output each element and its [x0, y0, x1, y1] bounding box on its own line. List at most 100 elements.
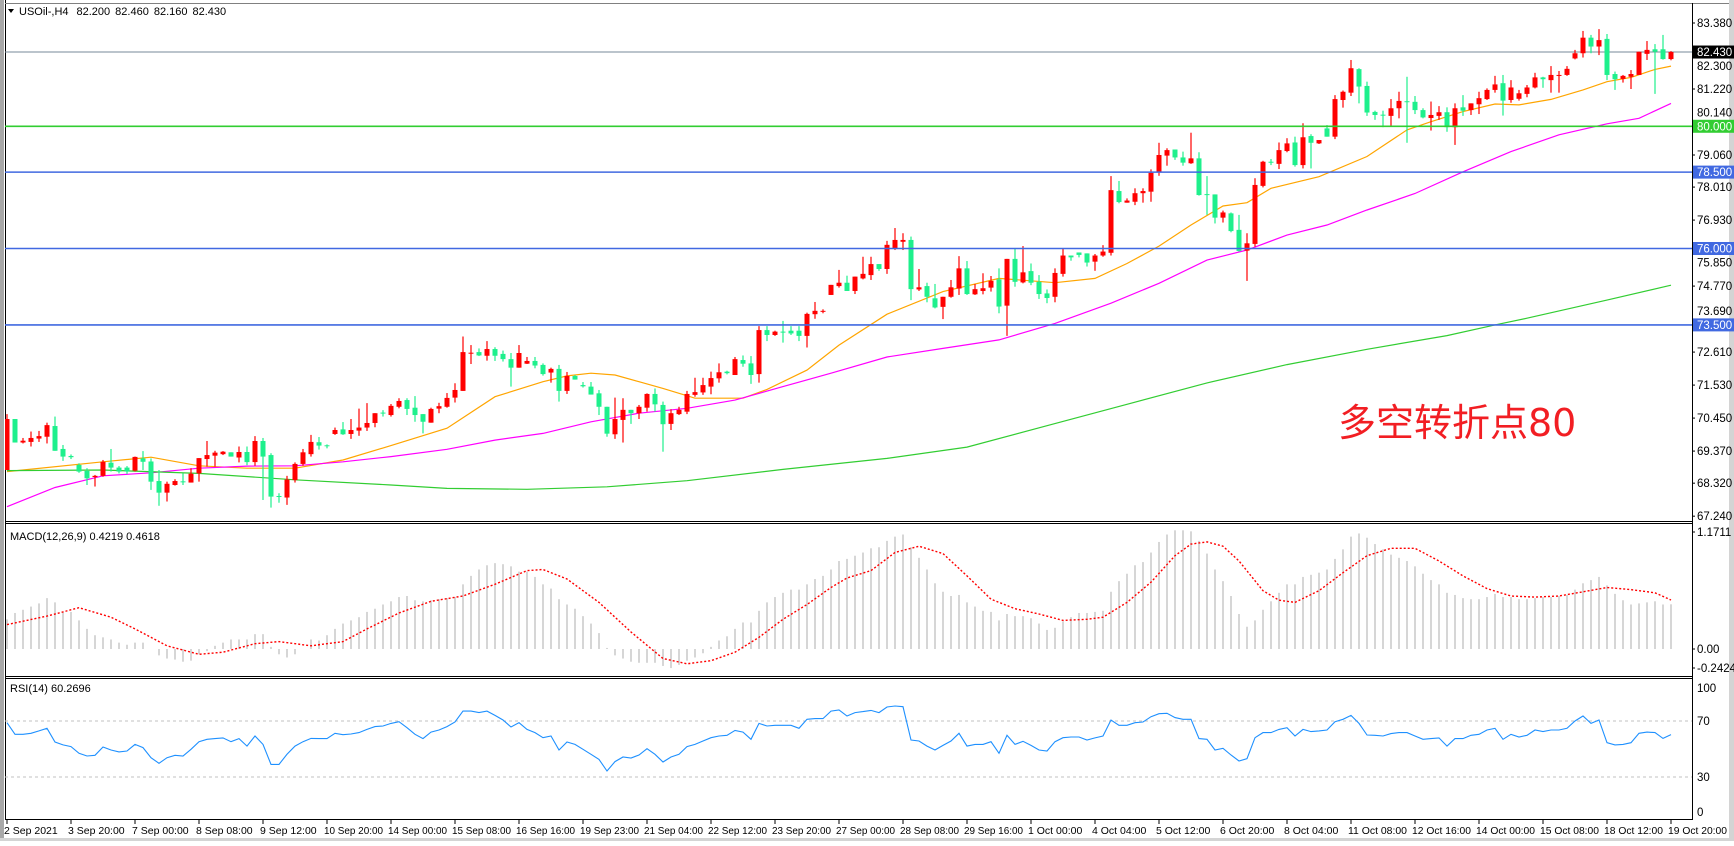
candle-body — [1340, 91, 1346, 101]
candle — [1156, 142, 1162, 176]
candle-body — [820, 310, 826, 312]
candle-body — [1188, 158, 1194, 164]
candle-body — [1004, 258, 1010, 306]
candle — [1292, 136, 1298, 167]
candle-body — [404, 400, 410, 409]
candle-body — [1388, 108, 1394, 116]
time-tick-label: 22 Sep 12:00 — [708, 825, 767, 837]
candle-body — [1580, 37, 1586, 54]
candle-body — [1036, 281, 1042, 295]
candle-body — [1556, 74, 1562, 76]
candle-body — [1172, 149, 1178, 158]
time-tick-label: 28 Sep 08:00 — [900, 825, 959, 837]
candle — [684, 390, 690, 415]
candle — [740, 355, 746, 367]
candle-body — [756, 330, 762, 375]
candle-body — [428, 408, 434, 423]
candle-body — [636, 406, 642, 414]
candle-body — [1396, 100, 1402, 109]
candle-body — [876, 264, 882, 269]
candle — [76, 463, 82, 473]
candle — [1340, 90, 1346, 108]
candle — [1068, 255, 1074, 261]
candle-body — [1300, 137, 1306, 166]
candle-body — [28, 437, 34, 442]
candle — [556, 364, 562, 402]
candle-body — [164, 483, 170, 493]
candle-body — [468, 352, 474, 354]
candle — [900, 233, 906, 251]
candle-body — [1380, 114, 1386, 116]
candle — [1180, 151, 1186, 166]
candle — [1012, 248, 1018, 287]
candle — [1620, 74, 1626, 83]
candle — [332, 427, 338, 435]
candle-body — [924, 286, 930, 297]
candle — [1188, 132, 1194, 164]
candle-body — [772, 331, 778, 335]
price-tick-label: 68.320 — [1697, 478, 1732, 490]
time-tick-label: 14 Oct 00:00 — [1476, 825, 1535, 837]
candle — [1364, 81, 1370, 116]
candle — [988, 276, 994, 292]
horizontal-levels — [5, 125, 1692, 326]
candle-body — [1364, 85, 1370, 113]
candle — [100, 459, 106, 477]
price-tick-label: 76.930 — [1697, 215, 1732, 227]
candle-body — [1260, 161, 1266, 186]
candle-body — [1612, 74, 1618, 80]
candle-body — [1044, 293, 1050, 299]
candle-body — [396, 400, 402, 407]
time-tick-label: 12 Oct 16:00 — [1412, 825, 1471, 837]
candle-body — [68, 455, 74, 458]
candle — [732, 356, 738, 376]
moving-average-ma_slow — [6, 284, 1672, 490]
time-tick-label: 11 Oct 08:00 — [1348, 825, 1407, 837]
price-tick-label: 67.240 — [1697, 511, 1732, 523]
moving-average-ma_mid — [6, 102, 1672, 508]
macd-tick-label: 0.00 — [1697, 644, 1719, 656]
candle-body — [844, 282, 850, 291]
candle — [460, 336, 466, 391]
triangle-down-icon[interactable] — [8, 9, 14, 13]
candle-body — [20, 440, 26, 443]
candle-body — [900, 239, 906, 242]
candle — [452, 383, 458, 403]
candle-body — [188, 473, 194, 483]
candle-body — [316, 442, 322, 446]
candle-body — [116, 467, 122, 472]
candle-body — [60, 448, 66, 457]
candle — [1092, 254, 1098, 271]
candle — [276, 493, 282, 503]
candle — [132, 456, 138, 472]
candle-body — [524, 360, 530, 364]
price-panel[interactable] — [5, 29, 1693, 508]
candle-body — [980, 288, 986, 291]
candle-body — [988, 280, 994, 288]
candle-body — [668, 413, 674, 424]
candle — [1556, 70, 1562, 93]
candle — [252, 436, 258, 466]
candle-body — [1308, 136, 1314, 143]
candle-body — [996, 279, 1002, 307]
candle — [1196, 152, 1202, 196]
candle-body — [1316, 140, 1322, 144]
candle — [604, 406, 610, 437]
candle-body — [300, 452, 306, 464]
time-tick-label: 5 Oct 12:00 — [1156, 825, 1210, 837]
candle-body — [540, 364, 546, 375]
header-high: 82.460 — [115, 6, 149, 18]
candle — [1372, 110, 1378, 120]
rsi-panel[interactable] — [5, 705, 1692, 778]
candle — [380, 410, 386, 417]
macd-panel[interactable] — [6, 530, 1672, 669]
candle-body — [1020, 272, 1026, 283]
candle-body — [868, 264, 874, 276]
candle-body — [476, 352, 482, 356]
candle — [1652, 44, 1658, 94]
candle-body — [1268, 161, 1274, 163]
level-price-label: 78.500 — [1697, 167, 1732, 179]
candle-body — [276, 496, 282, 498]
candle-body — [620, 409, 626, 420]
